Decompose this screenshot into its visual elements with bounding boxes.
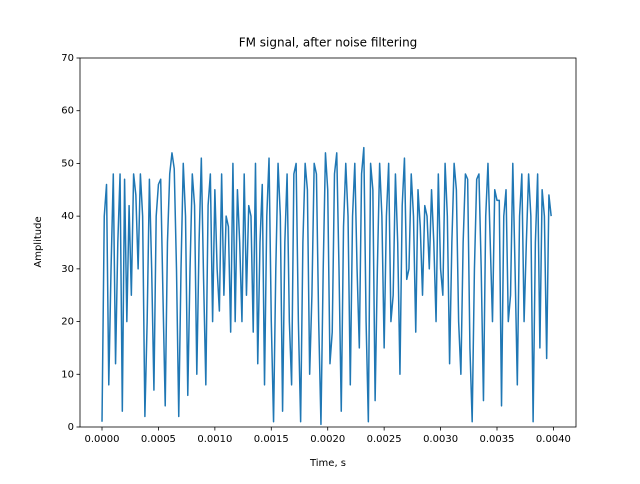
y-tick-label: 70 <box>61 53 74 64</box>
axes-frame <box>79 57 577 428</box>
y-tick-label: 20 <box>61 317 74 328</box>
y-tick-label: 40 <box>61 211 74 222</box>
x-tick-label: 0.0005 <box>141 434 176 445</box>
y-tick-label: 60 <box>61 106 74 117</box>
x-tick-label: 0.0030 <box>423 434 458 445</box>
x-tick-label: 0.0035 <box>480 434 515 445</box>
signal-line <box>101 146 552 426</box>
x-tick-label: 0.0015 <box>254 434 289 445</box>
x-tick-label: 0.0000 <box>85 434 120 445</box>
y-tick-label: 0 <box>68 422 74 433</box>
x-tick-label: 0.0025 <box>367 434 402 445</box>
y-tick-label: 50 <box>61 158 74 169</box>
y-tick-label: 10 <box>61 369 74 380</box>
y-tick-label: 30 <box>61 264 74 275</box>
x-axis-label: Time, s <box>309 458 346 469</box>
chart-title: FM signal, after noise filtering <box>239 36 418 50</box>
y-axis-label: Amplitude <box>33 216 44 267</box>
x-tick-label: 0.0010 <box>197 434 232 445</box>
x-tick-label: 0.0020 <box>310 434 345 445</box>
x-tick-label: 0.0040 <box>536 434 571 445</box>
